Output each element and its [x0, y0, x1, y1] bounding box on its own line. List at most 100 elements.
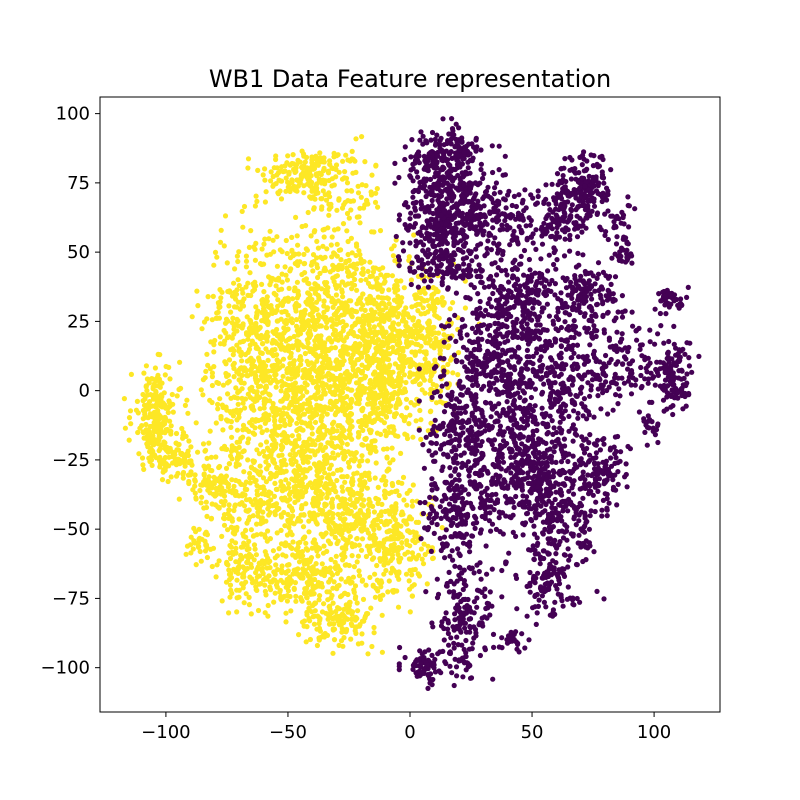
scatter-point: [369, 310, 376, 316]
scatter-point: [284, 580, 290, 586]
scatter-point: [235, 389, 241, 396]
scatter-point: [369, 643, 375, 650]
scatter-point: [447, 306, 453, 312]
scatter-point: [410, 165, 416, 172]
scatter-point: [410, 371, 416, 377]
scatter-point: [232, 502, 238, 508]
scatter-point: [161, 439, 167, 445]
scatter-point: [372, 438, 378, 444]
scatter-point: [180, 435, 186, 441]
scatter-point: [355, 334, 361, 340]
scatter-point: [325, 616, 331, 622]
scatter-point: [382, 274, 388, 280]
scatter-point: [359, 134, 365, 140]
scatter-point: [217, 463, 223, 470]
scatter-point: [409, 137, 415, 143]
scatter-point: [412, 154, 418, 160]
scatter-point: [430, 285, 436, 291]
scatter-point: [226, 303, 232, 309]
scatter-point: [416, 573, 423, 579]
scatter-point: [304, 612, 310, 618]
scatter-point: [201, 505, 207, 511]
scatter-point: [346, 215, 352, 221]
scatter-point: [352, 628, 358, 634]
scatter-point: [240, 323, 246, 329]
scatter-point: [371, 555, 377, 561]
scatter-point: [350, 198, 357, 204]
scatter-point: [396, 174, 402, 181]
scatter-point: [263, 398, 269, 404]
scatter-point: [367, 294, 373, 300]
scatter-point: [384, 295, 390, 301]
scatter-point: [239, 386, 245, 392]
scatter-point: [345, 537, 351, 543]
scatter-point: [445, 157, 451, 163]
scatter-point: [389, 445, 395, 451]
scatter-point: [264, 320, 270, 326]
scatter-point: [328, 242, 334, 248]
scatter-point: [352, 371, 358, 377]
scatter-point: [334, 308, 341, 314]
scatter-point: [350, 492, 356, 498]
scatter-point: [453, 185, 459, 191]
scatter-point: [412, 205, 418, 211]
scatter-point: [375, 294, 381, 300]
scatter-point: [162, 430, 168, 436]
scatter-point: [360, 333, 366, 339]
scatter-point: [418, 417, 424, 423]
scatter-point: [249, 465, 255, 471]
scatter-point: [187, 542, 194, 548]
scatter-point: [266, 559, 272, 566]
scatter-point: [267, 228, 273, 234]
scatter-point: [352, 456, 358, 462]
scatter-point: [381, 492, 388, 498]
scatter-point: [143, 404, 149, 410]
scatter-point: [143, 414, 149, 420]
scatter-point: [283, 610, 289, 616]
scatter-point: [421, 377, 427, 383]
scatter-point: [185, 472, 191, 478]
scatter-point: [357, 458, 363, 464]
scatter-point: [473, 135, 479, 141]
scatter-point: [420, 371, 426, 377]
scatter-point: [288, 461, 295, 467]
scatter-point: [321, 566, 327, 572]
scatter-point: [313, 299, 320, 305]
scatter-point: [371, 324, 377, 330]
scatter-point: [157, 446, 163, 452]
scatter-point: [153, 404, 159, 410]
scatter-point: [290, 296, 296, 302]
scatter-point: [396, 311, 402, 317]
scatter-point: [284, 562, 291, 568]
scatter-point: [280, 373, 286, 379]
scatter-point: [448, 136, 454, 142]
scatter-point: [333, 174, 339, 180]
scatter-point: [312, 228, 318, 234]
scatter-point: [269, 350, 275, 356]
scatter-point: [396, 295, 402, 301]
scatter-point: [391, 541, 397, 547]
scatter-point: [273, 384, 279, 390]
scatter-point: [400, 474, 407, 480]
scatter-point: [334, 428, 340, 434]
scatter-point: [147, 413, 154, 419]
scatter-point: [339, 279, 345, 285]
scatter-point: [229, 477, 235, 483]
scatter-point: [136, 451, 142, 457]
scatter-point: [273, 562, 279, 568]
scatter-point: [324, 511, 330, 517]
scatter-point: [378, 318, 384, 324]
scatter-point: [252, 425, 258, 431]
scatter-point: [397, 345, 404, 352]
scatter-point: [258, 383, 264, 389]
scatter-point: [410, 379, 416, 385]
scatter-point: [395, 321, 402, 327]
scatter-point: [315, 355, 321, 361]
scatter-point: [323, 530, 329, 536]
scatter-point: [385, 408, 391, 415]
scatter-point: [349, 286, 355, 292]
scatter-point: [221, 327, 227, 334]
scatter-point: [226, 461, 232, 467]
scatter-point: [371, 542, 377, 548]
scatter-point: [396, 492, 402, 499]
